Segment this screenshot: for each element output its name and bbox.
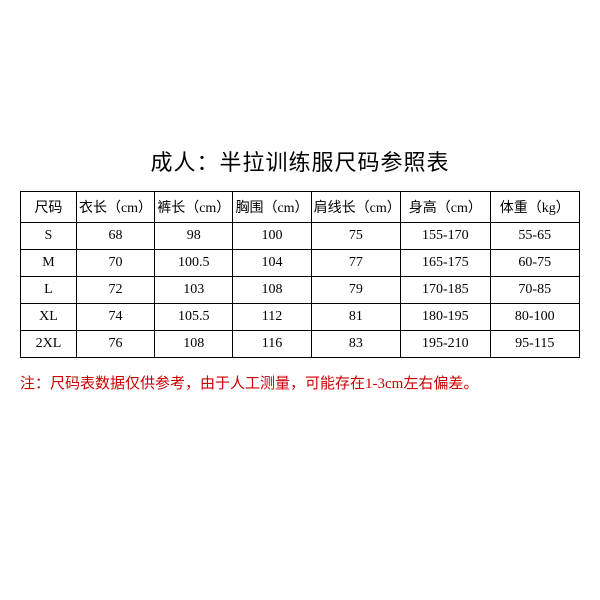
- cell-value: 83: [311, 331, 400, 358]
- cell-size: XL: [21, 304, 77, 331]
- cell-size: S: [21, 223, 77, 250]
- col-height: 身高（cm）: [401, 192, 490, 223]
- cell-value: 76: [76, 331, 154, 358]
- cell-value: 77: [311, 250, 400, 277]
- table-header-row: 尺码 衣长（cm） 裤长（cm） 胸围（cm） 肩线长（cm） 身高（cm） 体…: [21, 192, 580, 223]
- col-size: 尺码: [21, 192, 77, 223]
- cell-value: 104: [233, 250, 311, 277]
- cell-size: 2XL: [21, 331, 77, 358]
- content-area: 成人：半拉训练服尺码参照表 尺码 衣长（cm） 裤长（cm） 胸围（cm） 肩线…: [20, 145, 580, 393]
- cell-value: 79: [311, 277, 400, 304]
- cell-value: 81: [311, 304, 400, 331]
- cell-value: 75: [311, 223, 400, 250]
- col-pants-length: 裤长（cm）: [155, 192, 233, 223]
- cell-value: 60-75: [490, 250, 579, 277]
- cell-value: 100: [233, 223, 311, 250]
- col-top-length: 衣长（cm）: [76, 192, 154, 223]
- cell-value: 195-210: [401, 331, 490, 358]
- cell-value: 74: [76, 304, 154, 331]
- cell-value: 112: [233, 304, 311, 331]
- cell-value: 100.5: [155, 250, 233, 277]
- cell-value: 68: [76, 223, 154, 250]
- cell-value: 70: [76, 250, 154, 277]
- cell-value: 98: [155, 223, 233, 250]
- footnote: 注：尺码表数据仅供参考，由于人工测量，可能存在1-3cm左右偏差。: [20, 372, 580, 393]
- table-row: S 68 98 100 75 155-170 55-65: [21, 223, 580, 250]
- cell-value: 72: [76, 277, 154, 304]
- size-table: 尺码 衣长（cm） 裤长（cm） 胸围（cm） 肩线长（cm） 身高（cm） 体…: [20, 191, 580, 358]
- cell-value: 108: [155, 331, 233, 358]
- cell-value: 155-170: [401, 223, 490, 250]
- cell-value: 55-65: [490, 223, 579, 250]
- cell-value: 170-185: [401, 277, 490, 304]
- cell-value: 80-100: [490, 304, 579, 331]
- col-chest: 胸围（cm）: [233, 192, 311, 223]
- cell-size: L: [21, 277, 77, 304]
- col-weight: 体重（kg）: [490, 192, 579, 223]
- table-row: M 70 100.5 104 77 165-175 60-75: [21, 250, 580, 277]
- col-shoulder: 肩线长（cm）: [311, 192, 400, 223]
- cell-value: 165-175: [401, 250, 490, 277]
- size-chart-page: 成人：半拉训练服尺码参照表 尺码 衣长（cm） 裤长（cm） 胸围（cm） 肩线…: [0, 0, 600, 600]
- table-row: 2XL 76 108 116 83 195-210 95-115: [21, 331, 580, 358]
- cell-value: 180-195: [401, 304, 490, 331]
- cell-value: 103: [155, 277, 233, 304]
- table-row: L 72 103 108 79 170-185 70-85: [21, 277, 580, 304]
- cell-value: 108: [233, 277, 311, 304]
- table-row: XL 74 105.5 112 81 180-195 80-100: [21, 304, 580, 331]
- cell-size: M: [21, 250, 77, 277]
- cell-value: 95-115: [490, 331, 579, 358]
- page-title: 成人：半拉训练服尺码参照表: [20, 145, 580, 177]
- cell-value: 105.5: [155, 304, 233, 331]
- cell-value: 70-85: [490, 277, 579, 304]
- cell-value: 116: [233, 331, 311, 358]
